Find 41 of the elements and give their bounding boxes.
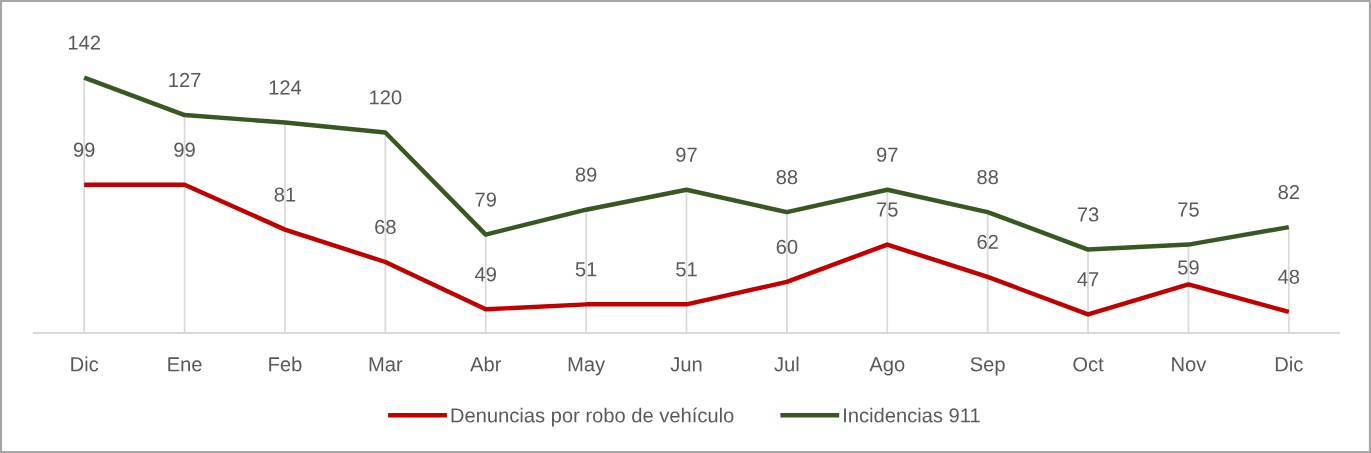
data-label: 48 <box>1278 269 1300 284</box>
data-label: 73 <box>1077 207 1099 222</box>
data-label: 124 <box>269 80 302 95</box>
data-label: 88 <box>776 170 798 185</box>
x-tick-label: Ago <box>869 357 905 376</box>
x-tick-label: Nov <box>1172 357 1207 372</box>
legend-label: Incidencias 911 <box>844 407 980 423</box>
data-label: 68 <box>375 219 396 235</box>
data-label: 75 <box>1178 202 1199 217</box>
data-label: 99 <box>73 142 95 157</box>
data-label: 97 <box>877 147 898 162</box>
x-tick-label: Abr <box>470 356 502 372</box>
x-tick-label: May <box>568 357 606 376</box>
data-label: 97 <box>676 147 697 162</box>
legend-label: Denuncias por robo de vehículo <box>451 407 734 427</box>
data-label: 49 <box>474 267 496 282</box>
data-label: 120 <box>370 90 402 105</box>
data-label: 127 <box>169 72 201 87</box>
data-label: 88 <box>977 170 998 185</box>
x-tick-label: Dic <box>1275 356 1303 372</box>
data-label: 60 <box>776 239 798 254</box>
data-label: 59 <box>1178 260 1199 275</box>
data-label: 51 <box>676 262 697 277</box>
x-tick-label: Jun <box>670 357 702 372</box>
x-tick-label: Dic <box>71 356 99 372</box>
data-label: 51 <box>575 262 597 277</box>
data-label: 62 <box>977 234 998 250</box>
x-tick-label: Jul <box>774 356 799 372</box>
data-label: 99 <box>174 142 195 157</box>
data-label: 142 <box>68 35 100 50</box>
data-label: 47 <box>1077 272 1099 287</box>
x-tick-label: Feb <box>269 356 302 372</box>
x-tick-label: Mar <box>369 357 403 372</box>
data-label: 75 <box>877 202 898 217</box>
x-tick-label: Sep <box>970 357 1005 376</box>
data-label: 89 <box>575 167 597 182</box>
x-tick-label: Oct <box>1073 357 1104 372</box>
x-tick-label: Ene <box>168 357 202 372</box>
data-label: 82 <box>1278 184 1299 200</box>
data-label: 79 <box>475 192 496 207</box>
data-label: 81 <box>274 187 296 202</box>
